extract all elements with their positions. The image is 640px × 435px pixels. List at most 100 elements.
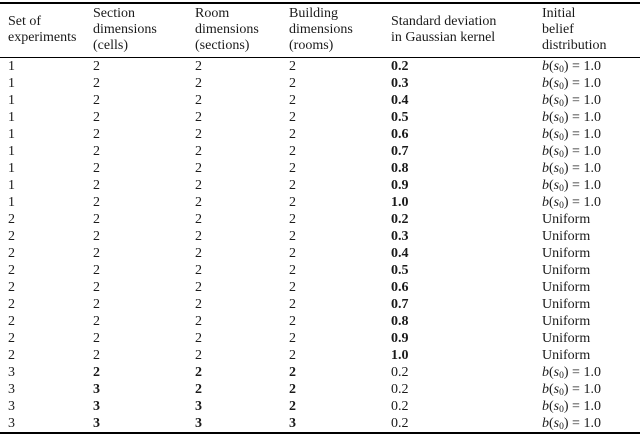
table-row: 3 2 2 2 0.2 b(s0) = 1.0 bbox=[0, 364, 640, 381]
cell-section: 2 bbox=[93, 76, 100, 91]
col-header-standard-deviation: Standard deviation in Gaussian kernel bbox=[391, 3, 542, 58]
cell-std: 0.4 bbox=[391, 93, 409, 108]
cell-room: 2 bbox=[195, 331, 202, 346]
cell-room: 2 bbox=[195, 314, 202, 329]
cell-room: 2 bbox=[195, 297, 202, 312]
table-row: 1 2 2 2 1.0 b(s0) = 1.0 bbox=[0, 194, 640, 211]
table-row: 2 2 2 2 0.5 Uniform bbox=[0, 262, 640, 279]
cell-set: 1 bbox=[8, 144, 15, 159]
col-header-set-of-experiments: Set of experiments bbox=[0, 3, 93, 58]
header-line: in Gaussian kernel bbox=[391, 30, 496, 45]
cell-room: 2 bbox=[195, 348, 202, 363]
cell-std: 0.9 bbox=[391, 178, 409, 193]
cell-set: 1 bbox=[8, 93, 15, 108]
cell-building: 2 bbox=[289, 76, 296, 91]
cell-belief: b(s0) = 1.0 bbox=[542, 76, 601, 92]
cell-set: 1 bbox=[8, 59, 15, 74]
cell-room: 2 bbox=[195, 144, 202, 159]
cell-building: 2 bbox=[289, 93, 296, 108]
cell-building: 2 bbox=[289, 263, 296, 278]
header-line: dimensions bbox=[195, 21, 259, 37]
cell-building: 2 bbox=[289, 229, 296, 244]
cell-section: 2 bbox=[93, 365, 100, 380]
cell-std: 0.3 bbox=[391, 76, 409, 91]
cell-set: 2 bbox=[8, 297, 15, 312]
cell-room: 2 bbox=[195, 59, 202, 74]
cell-belief: b(s0) = 1.0 bbox=[542, 93, 601, 109]
cell-std: 0.4 bbox=[391, 246, 409, 261]
cell-belief: b(s0) = 1.0 bbox=[542, 59, 601, 75]
table-row: 1 2 2 2 0.8 b(s0) = 1.0 bbox=[0, 160, 640, 177]
cell-belief: Uniform bbox=[542, 331, 591, 346]
cell-belief: b(s0) = 1.0 bbox=[542, 178, 601, 194]
cell-set: 2 bbox=[8, 246, 15, 261]
cell-building: 2 bbox=[289, 144, 296, 159]
cell-set: 1 bbox=[8, 161, 15, 176]
cell-building: 2 bbox=[289, 365, 296, 380]
cell-section: 2 bbox=[93, 59, 100, 74]
cell-section: 2 bbox=[93, 127, 100, 142]
header-row: Set of experiments Section dimensions (c… bbox=[0, 3, 640, 58]
cell-section: 2 bbox=[93, 229, 100, 244]
cell-set: 1 bbox=[8, 76, 15, 91]
cell-belief: b(s0) = 1.0 bbox=[542, 161, 601, 177]
cell-std: 0.2 bbox=[391, 382, 409, 397]
header-line: Section bbox=[93, 5, 135, 21]
table-row: 2 2 2 2 0.6 Uniform bbox=[0, 279, 640, 296]
cell-set: 1 bbox=[8, 195, 15, 210]
cell-section: 2 bbox=[93, 297, 100, 312]
cell-room: 2 bbox=[195, 280, 202, 295]
cell-section: 2 bbox=[93, 110, 100, 125]
cell-building: 2 bbox=[289, 348, 296, 363]
cell-belief: Uniform bbox=[542, 229, 591, 244]
cell-belief: Uniform bbox=[542, 297, 591, 312]
cell-std: 0.2 bbox=[391, 212, 409, 227]
table-row: 1 2 2 2 0.3 b(s0) = 1.0 bbox=[0, 75, 640, 92]
header-line: Room bbox=[195, 5, 230, 21]
header-line: distribution bbox=[542, 38, 607, 54]
cell-set: 2 bbox=[8, 348, 15, 363]
cell-section: 2 bbox=[93, 331, 100, 346]
header-line: Set of bbox=[8, 13, 42, 29]
cell-std: 0.7 bbox=[391, 144, 409, 159]
cell-building: 3 bbox=[289, 416, 296, 431]
cell-set: 2 bbox=[8, 314, 15, 329]
cell-set: 1 bbox=[8, 178, 15, 193]
table-header: Set of experiments Section dimensions (c… bbox=[0, 3, 640, 58]
cell-std: 0.2 bbox=[391, 399, 409, 414]
cell-room: 2 bbox=[195, 76, 202, 91]
table-row: 1 2 2 2 0.4 b(s0) = 1.0 bbox=[0, 92, 640, 109]
cell-room: 2 bbox=[195, 178, 202, 193]
cell-building: 2 bbox=[289, 59, 296, 74]
table-row: 1 2 2 2 0.9 b(s0) = 1.0 bbox=[0, 177, 640, 194]
cell-room: 2 bbox=[195, 212, 202, 227]
cell-section: 2 bbox=[93, 246, 100, 261]
cell-section: 2 bbox=[93, 161, 100, 176]
cell-std: 1.0 bbox=[391, 348, 409, 363]
cell-room: 2 bbox=[195, 263, 202, 278]
cell-belief: Uniform bbox=[542, 246, 591, 261]
cell-room: 2 bbox=[195, 246, 202, 261]
cell-std: 0.6 bbox=[391, 280, 409, 295]
cell-std: 0.9 bbox=[391, 331, 409, 346]
table-row: 2 2 2 2 0.2 Uniform bbox=[0, 211, 640, 228]
table-row: 3 3 3 2 0.2 b(s0) = 1.0 bbox=[0, 398, 640, 415]
cell-building: 2 bbox=[289, 110, 296, 125]
cell-room: 3 bbox=[195, 416, 202, 431]
cell-building: 2 bbox=[289, 195, 296, 210]
cell-building: 2 bbox=[289, 280, 296, 295]
cell-room: 2 bbox=[195, 365, 202, 380]
table-row: 2 2 2 2 0.4 Uniform bbox=[0, 245, 640, 262]
cell-std: 0.5 bbox=[391, 110, 409, 125]
header-line: dimensions bbox=[93, 21, 157, 37]
cell-section: 2 bbox=[93, 195, 100, 210]
cell-belief: b(s0) = 1.0 bbox=[542, 365, 601, 381]
cell-belief: Uniform bbox=[542, 280, 591, 295]
cell-building: 2 bbox=[289, 161, 296, 176]
header-line: belief bbox=[542, 21, 574, 37]
cell-section: 3 bbox=[93, 416, 100, 431]
cell-belief: b(s0) = 1.0 bbox=[542, 144, 601, 160]
cell-std: 1.0 bbox=[391, 195, 409, 210]
cell-section: 2 bbox=[93, 93, 100, 108]
